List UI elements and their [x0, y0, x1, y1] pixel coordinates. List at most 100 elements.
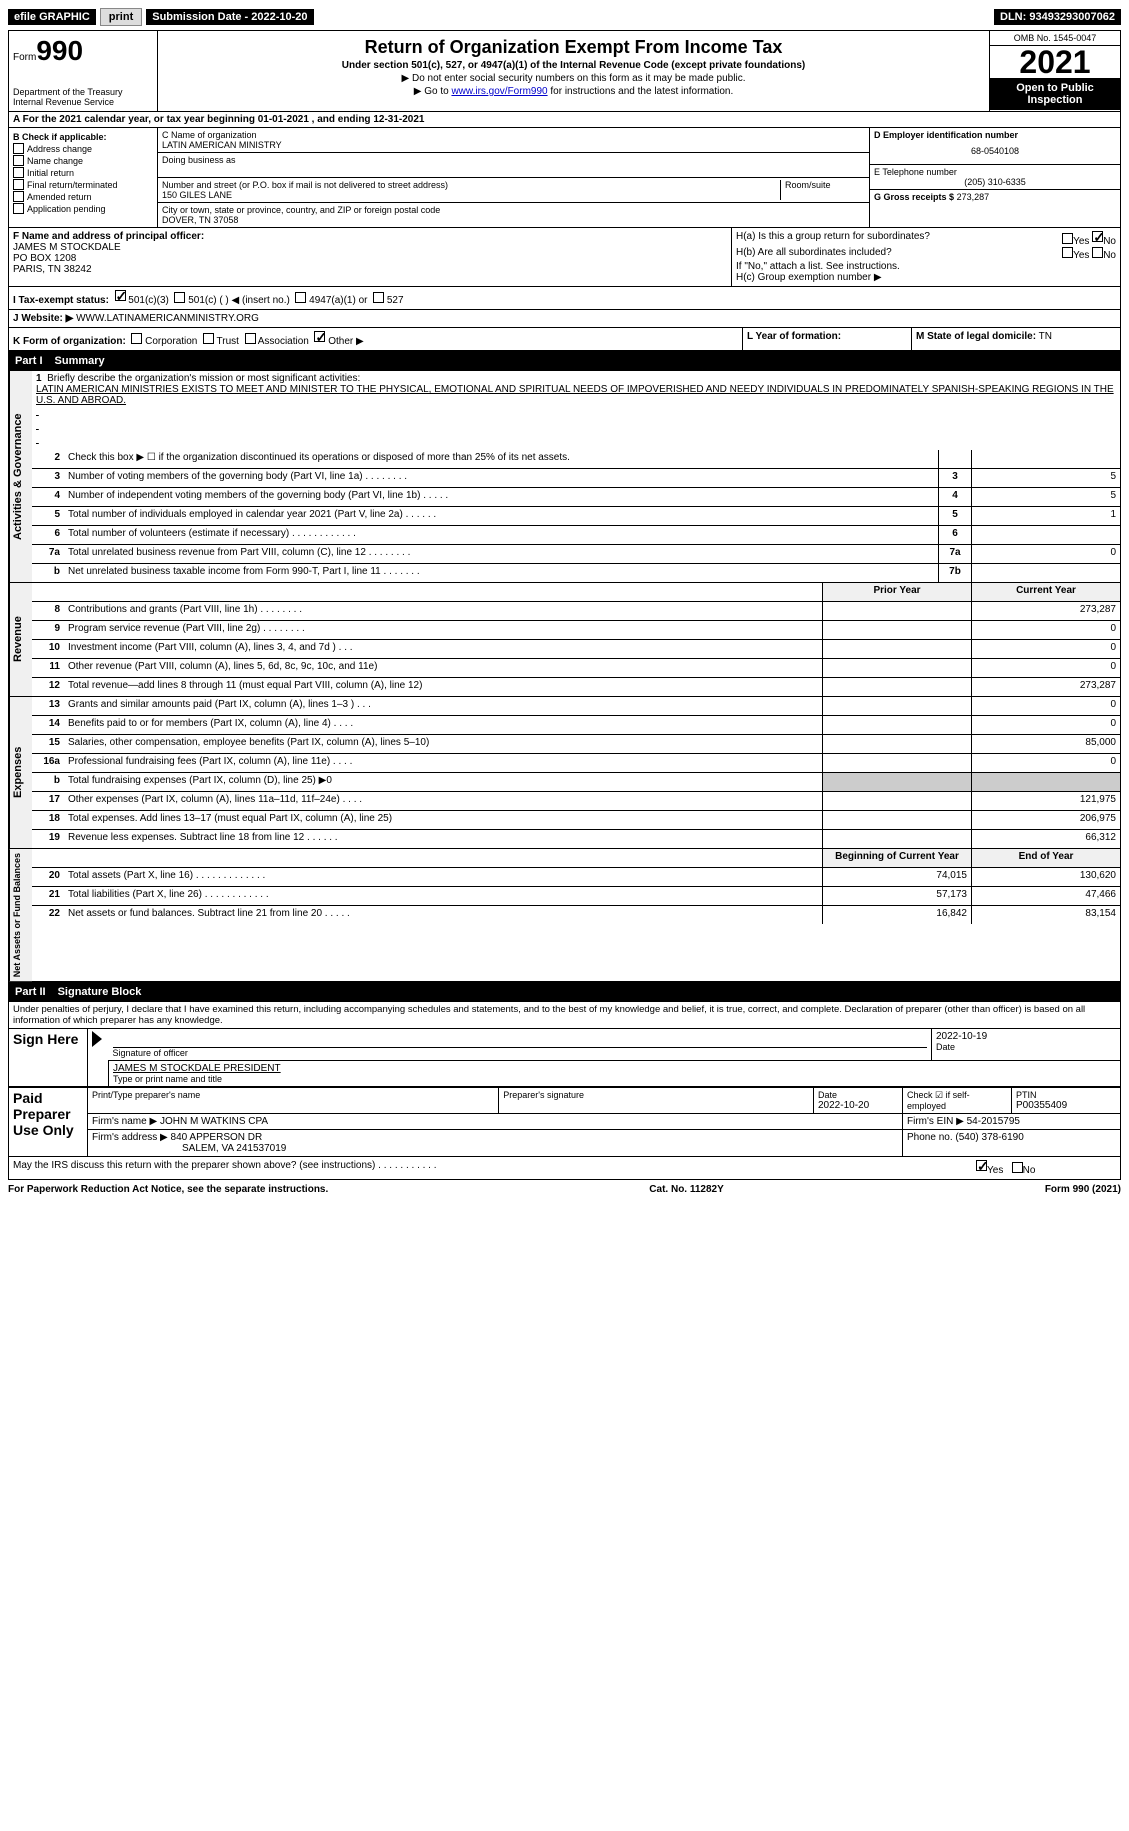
line-num: 14 [32, 716, 64, 734]
summary-line: bNet unrelated business taxable income f… [32, 564, 1120, 582]
line-value [971, 450, 1120, 468]
net-section: Net Assets or Fund Balances Beginning of… [8, 849, 1121, 982]
tax-status-checkbox[interactable] [115, 290, 126, 301]
summary-line: 18Total expenses. Add lines 13–17 (must … [32, 811, 1120, 830]
pra-notice: For Paperwork Reduction Act Notice, see … [8, 1184, 328, 1195]
print-button[interactable]: print [100, 8, 142, 26]
summary-line: 11Other revenue (Part VIII, column (A), … [32, 659, 1120, 678]
line-num: 8 [32, 602, 64, 620]
dba-label: Doing business as [162, 155, 865, 165]
hc-label: H(c) Group exemption number ▶ [736, 272, 1116, 283]
line-box: 7a [938, 545, 971, 563]
checkbox-label: Name change [27, 156, 83, 166]
checkbox[interactable] [13, 191, 24, 202]
prior-value [822, 830, 971, 848]
prep-print-label: Print/Type preparer's name [92, 1090, 494, 1100]
checkbox-label: Application pending [27, 204, 106, 214]
line-num: 7a [32, 545, 64, 563]
form-footer: Form 990 (2021) [1045, 1184, 1121, 1195]
firm-name-label: Firm's name ▶ [92, 1116, 157, 1127]
firm-ein-value: 54-2015795 [967, 1116, 1020, 1127]
page-footer: For Paperwork Reduction Act Notice, see … [8, 1180, 1121, 1199]
tax-status-checkbox[interactable] [373, 292, 384, 303]
summary-line: 22Net assets or fund balances. Subtract … [32, 906, 1120, 924]
firm-addr-label: Firm's address ▶ [92, 1132, 168, 1143]
street-address: 150 GILES LANE [162, 190, 780, 200]
firm-phone-value: (540) 378-6190 [955, 1132, 1023, 1143]
summary-line: 8Contributions and grants (Part VIII, li… [32, 602, 1120, 621]
line-box [938, 450, 971, 468]
org-form-checkbox[interactable] [245, 333, 256, 344]
gov-section: Activities & Governance 1 Briefly descri… [8, 371, 1121, 583]
penalties-text: Under penalties of perjury, I declare th… [8, 1002, 1121, 1028]
org-info-block: B Check if applicable: Address changeNam… [8, 128, 1121, 228]
line-num: 17 [32, 792, 64, 810]
ha-no-checkbox[interactable] [1092, 231, 1103, 242]
hb-no-checkbox[interactable] [1092, 247, 1103, 258]
org-form-label: K Form of organization: [13, 336, 126, 347]
prep-date-value: 2022-10-20 [818, 1100, 898, 1111]
firm-ein-label: Firm's EIN ▶ [907, 1116, 964, 1127]
summary-line: 13Grants and similar amounts paid (Part … [32, 697, 1120, 716]
line-desc: Professional fundraising fees (Part IX, … [64, 754, 822, 772]
ptin-value: P00355409 [1016, 1100, 1116, 1111]
line-value [971, 526, 1120, 544]
line-num: 19 [32, 830, 64, 848]
self-employed-check: Check ☑ if self-employed [903, 1088, 1012, 1114]
sign-arrow-icon [92, 1031, 102, 1047]
line-desc: Investment income (Part VIII, column (A)… [64, 640, 822, 658]
current-value [971, 773, 1120, 791]
ein-value: 68-0540108 [874, 140, 1116, 162]
website-label: J Website: ▶ [13, 313, 73, 324]
org-form-checkbox[interactable] [131, 333, 142, 344]
org-form-checkbox[interactable] [314, 331, 325, 342]
prior-value [822, 754, 971, 772]
line-desc: Number of voting members of the governin… [64, 469, 938, 487]
discuss-text: May the IRS discuss this return with the… [9, 1157, 972, 1179]
tax-status-checkbox[interactable] [174, 292, 185, 303]
irs-link[interactable]: www.irs.gov/Form990 [451, 86, 547, 97]
summary-line: 6Total number of volunteers (estimate if… [32, 526, 1120, 545]
hb-yes-checkbox[interactable] [1062, 247, 1073, 258]
line-desc: Benefits paid to or for members (Part IX… [64, 716, 822, 734]
line-box: 5 [938, 507, 971, 525]
current-value: 273,287 [971, 678, 1120, 696]
discuss-yes-checkbox[interactable] [976, 1160, 987, 1171]
ha-yes-checkbox[interactable] [1062, 233, 1073, 244]
org-name-label: C Name of organization [162, 130, 865, 140]
checkbox[interactable] [13, 179, 24, 190]
preparer-table: Paid Preparer Use Only Print/Type prepar… [8, 1087, 1121, 1157]
org-form-checkbox[interactable] [203, 333, 214, 344]
exp-vert-label: Expenses [9, 697, 32, 848]
line-num: 6 [32, 526, 64, 544]
checkbox[interactable] [13, 167, 24, 178]
part1-num: Part I [15, 355, 43, 367]
discuss-no-checkbox[interactable] [1012, 1162, 1023, 1173]
ptin-label: PTIN [1016, 1090, 1116, 1100]
city-label: City or town, state or province, country… [162, 205, 865, 215]
checkbox[interactable] [13, 155, 24, 166]
cat-number: Cat. No. 11282Y [649, 1184, 723, 1195]
line-num: 3 [32, 469, 64, 487]
line-num: 16a [32, 754, 64, 772]
line-desc: Total number of volunteers (estimate if … [64, 526, 938, 544]
checkbox-line: Name change [13, 155, 153, 166]
line-num: 18 [32, 811, 64, 829]
phone-label: E Telephone number [874, 167, 1116, 177]
header-mid: Return of Organization Exempt From Incom… [158, 31, 989, 111]
sign-table: Sign Here Signature of officer 2022-10-1… [8, 1028, 1121, 1087]
prior-value [822, 621, 971, 639]
prior-value [822, 735, 971, 753]
prior-value [822, 678, 971, 696]
form-subtitle: Under section 501(c), 527, or 4947(a)(1)… [166, 60, 981, 71]
firm-phone-label: Phone no. [907, 1132, 953, 1143]
tax-status-checkbox[interactable] [295, 292, 306, 303]
part2-header: Part II Signature Block [8, 982, 1121, 1002]
current-value: 66,312 [971, 830, 1120, 848]
summary-line: 19Revenue less expenses. Subtract line 1… [32, 830, 1120, 848]
paid-preparer-label: Paid Preparer Use Only [9, 1088, 88, 1157]
line-value: 1 [971, 507, 1120, 525]
checkbox[interactable] [13, 203, 24, 214]
line-num: 21 [32, 887, 64, 905]
checkbox[interactable] [13, 143, 24, 154]
